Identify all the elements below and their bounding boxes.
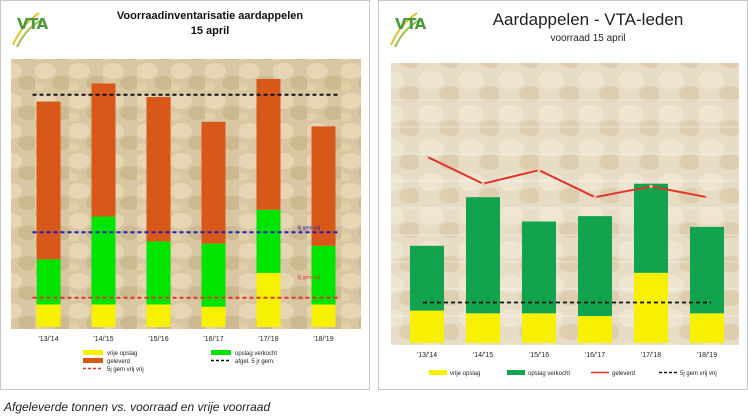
right-chart-title: Aardappelen - VTA-leden — [492, 10, 684, 29]
bar-vrije-opslag — [256, 272, 281, 327]
bar-opslag-verkocht — [256, 209, 281, 273]
x-tick-label: '14/'15 — [473, 352, 493, 359]
geleverd-point — [593, 195, 597, 199]
x-tick-label: '13/'14 — [38, 336, 58, 343]
vta-logo-text: VTA — [17, 15, 48, 33]
x-tick-label: '17/'18 — [258, 336, 278, 343]
legend-swatch — [83, 350, 103, 355]
x-tick-label: '17/'18 — [641, 352, 661, 359]
bar-geleverd — [256, 79, 281, 210]
x-tick-label: '16/'17 — [203, 336, 223, 343]
annotation-label: 5j gem vrij — [298, 275, 321, 281]
right-chart-subtitle: voorraad 15 april — [550, 33, 626, 44]
legend-label: 5j gem vrij vrij — [107, 367, 144, 373]
bar-vrije-opslag — [311, 304, 336, 327]
legend-swatch — [507, 370, 525, 375]
bar-opslag-verkocht — [410, 245, 444, 311]
bar-opslag-verkocht — [311, 245, 336, 305]
left-chart-title: Voorraadinventarisatie aardappelen 15 ap… — [61, 9, 359, 39]
legend-label: afgel. 5 jr gem. — [235, 359, 275, 365]
bar-geleverd — [201, 121, 226, 244]
bar-vrije-opslag — [634, 272, 668, 343]
bar-vrije-opslag — [522, 313, 556, 343]
geleverd-point — [425, 155, 429, 159]
right-chart-panel: VTA Aardappelen - VTA-leden voorraad 15 … — [378, 0, 748, 390]
legend-label: geleverd — [107, 359, 130, 365]
bar-geleverd — [36, 101, 61, 260]
bar-vrije-opslag — [466, 313, 500, 343]
bar-geleverd — [91, 83, 116, 217]
bar-vrije-opslag — [91, 304, 116, 327]
bar-vrije-opslag — [146, 304, 171, 327]
x-tick-label: '14/'15 — [93, 336, 113, 343]
legend-label: geleverd — [612, 371, 635, 377]
bar-vrije-opslag — [36, 304, 61, 327]
legend-swatch — [211, 350, 231, 355]
left-plot-background — [11, 59, 361, 329]
left-subtitle-line: 15 april — [190, 25, 230, 37]
legend-swatch — [83, 358, 103, 363]
bar-opslag-verkocht — [91, 216, 116, 305]
geleverd-point — [705, 195, 709, 199]
bar-vrije-opslag — [201, 306, 226, 327]
bar-opslag-verkocht — [466, 197, 500, 314]
legend-label: vrije opslag — [450, 371, 480, 377]
bar-opslag-verkocht — [634, 183, 668, 273]
left-chart-panel: VTA Voorraadinventarisatie aardappelen 1… — [0, 0, 370, 390]
legend-label: 5j gem vrij vrij — [680, 371, 717, 377]
bar-vrije-opslag — [410, 310, 444, 343]
x-tick-label: '15/'16 — [148, 336, 168, 343]
geleverd-line — [426, 155, 708, 199]
geleverd-point — [481, 182, 485, 186]
bar-opslag-verkocht — [522, 221, 556, 314]
bar-opslag-verkocht — [690, 226, 724, 314]
x-tick-label: '18/'19 — [697, 352, 717, 359]
bar-geleverd — [146, 97, 171, 242]
legend-label: vrije opslag — [107, 351, 137, 357]
bar-opslag-verkocht — [578, 216, 612, 316]
legend-label: opslag verkocht — [235, 351, 277, 357]
x-tick-label: '18/'19 — [313, 336, 333, 343]
geleverd-point — [649, 184, 653, 188]
bar-opslag-verkocht — [146, 241, 171, 305]
annotation-label: 5j gem vrij — [298, 225, 321, 231]
left-title-line: Voorraadinventarisatie aardappelen — [116, 10, 304, 22]
legend-label: opslag verkocht — [528, 371, 570, 377]
bar-opslag-verkocht — [201, 243, 226, 307]
right-plot-background — [391, 63, 739, 345]
vta-logo-icon — [12, 12, 44, 48]
bar-vrije-opslag — [690, 313, 724, 343]
legend-swatch — [429, 370, 447, 375]
vta-logo-icon — [390, 12, 422, 48]
bar-vrije-opslag — [578, 316, 612, 343]
left-stacked-bar-chart: '13/'14 '14/'15 '15/'16 '16/'17 '17/'18 '18/'… — [11, 59, 361, 373]
bar-geleverd — [311, 126, 336, 246]
x-tick-label: '16/'17 — [585, 352, 605, 359]
vta-logo-text: VTA — [395, 15, 426, 33]
x-tick-label: '13/'14 — [417, 352, 437, 359]
x-tick-label: '15/'16 — [529, 352, 549, 359]
right-stacked-bar-chart: '13/'14 '14/'15 '15/'16 '16/'17 '17/'18 '18/'… — [391, 63, 739, 377]
geleverd-point — [537, 168, 541, 172]
figure-caption: Afgeleverde tonnen vs. voorraad en vrije… — [4, 400, 271, 414]
